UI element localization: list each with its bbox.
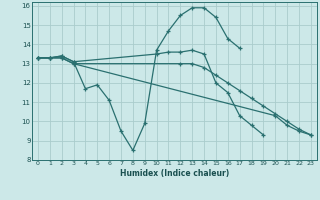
X-axis label: Humidex (Indice chaleur): Humidex (Indice chaleur) — [120, 169, 229, 178]
